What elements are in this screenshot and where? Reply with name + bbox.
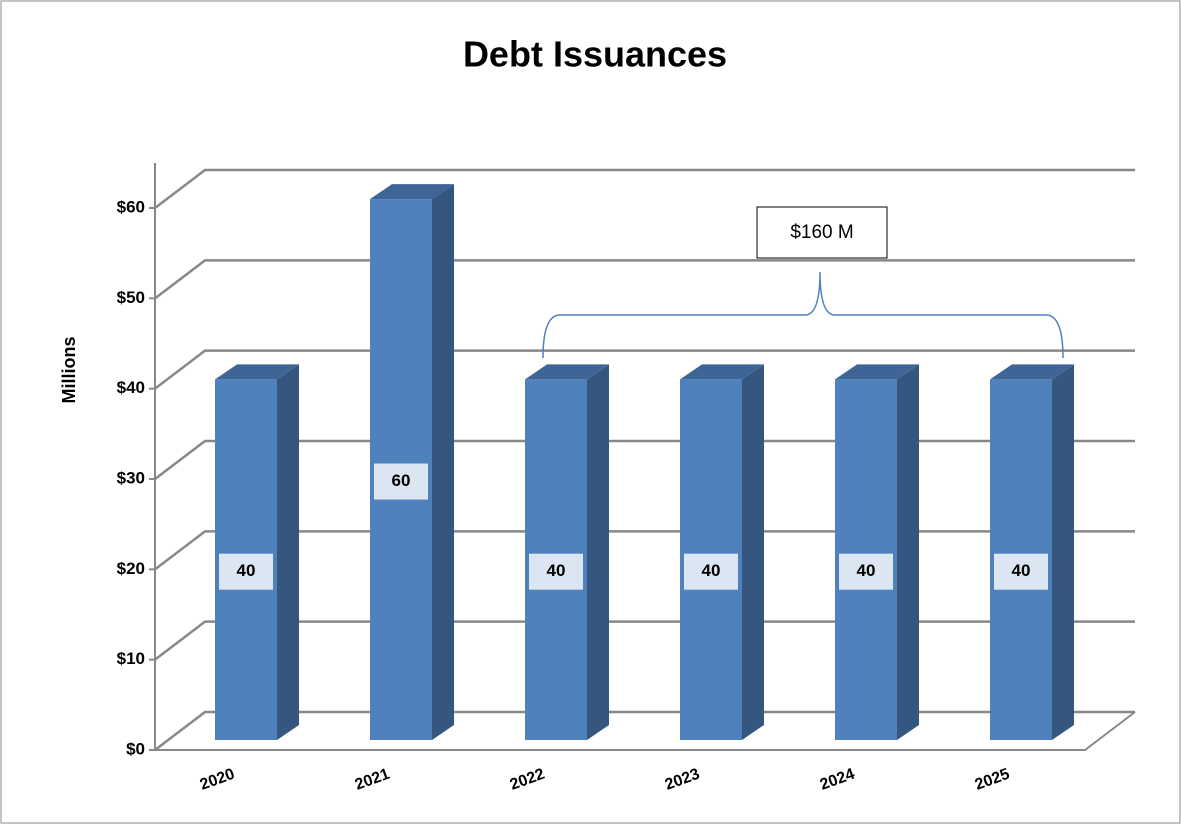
bar-side bbox=[587, 364, 609, 740]
y-tick-label: $10 bbox=[117, 649, 145, 668]
value-label: 60 bbox=[392, 471, 411, 490]
bar-side bbox=[897, 364, 919, 740]
value-label: 40 bbox=[547, 561, 566, 580]
y-tick-label: $20 bbox=[117, 559, 145, 578]
value-label: 40 bbox=[857, 561, 876, 580]
bar-side bbox=[432, 184, 454, 741]
value-label-box bbox=[839, 553, 893, 590]
value-label: 40 bbox=[1012, 561, 1031, 580]
value-label-box bbox=[219, 553, 273, 590]
annotation-brace bbox=[542, 271, 1064, 359]
bar-side bbox=[277, 364, 299, 740]
value-label-box bbox=[684, 553, 738, 590]
bar-top bbox=[525, 364, 609, 380]
chart-title: Debt Issuances bbox=[463, 34, 727, 75]
y-tick-label: $40 bbox=[117, 378, 145, 397]
bar-side bbox=[742, 364, 764, 740]
y-tick-label: $60 bbox=[117, 197, 145, 216]
value-label-box bbox=[994, 553, 1048, 590]
bar-side bbox=[1052, 364, 1074, 740]
grid-line bbox=[154, 530, 1135, 571]
grid-line bbox=[154, 349, 1135, 390]
bar-top bbox=[990, 364, 1074, 380]
value-label: 40 bbox=[702, 561, 721, 580]
grid-line bbox=[154, 168, 1135, 209]
y-axis-label: Millions bbox=[59, 337, 79, 404]
grid-line bbox=[154, 710, 1135, 751]
y-tick-label: $50 bbox=[117, 288, 145, 307]
bar-top bbox=[370, 184, 454, 200]
annotation-text: $160 M bbox=[790, 222, 853, 243]
annotation-box bbox=[756, 206, 888, 259]
y-tick-label: $0 bbox=[126, 739, 145, 758]
grid-line bbox=[154, 620, 1135, 661]
value-label: 40 bbox=[237, 561, 256, 580]
floor bbox=[155, 711, 1136, 751]
bar-top bbox=[835, 364, 919, 380]
grid-line bbox=[154, 259, 1135, 300]
value-label-box bbox=[529, 553, 583, 590]
grid-line bbox=[154, 439, 1135, 480]
value-label-box bbox=[374, 463, 428, 500]
y-tick-label: $30 bbox=[117, 468, 145, 487]
bar-top bbox=[215, 364, 299, 380]
bar-top bbox=[680, 364, 764, 380]
